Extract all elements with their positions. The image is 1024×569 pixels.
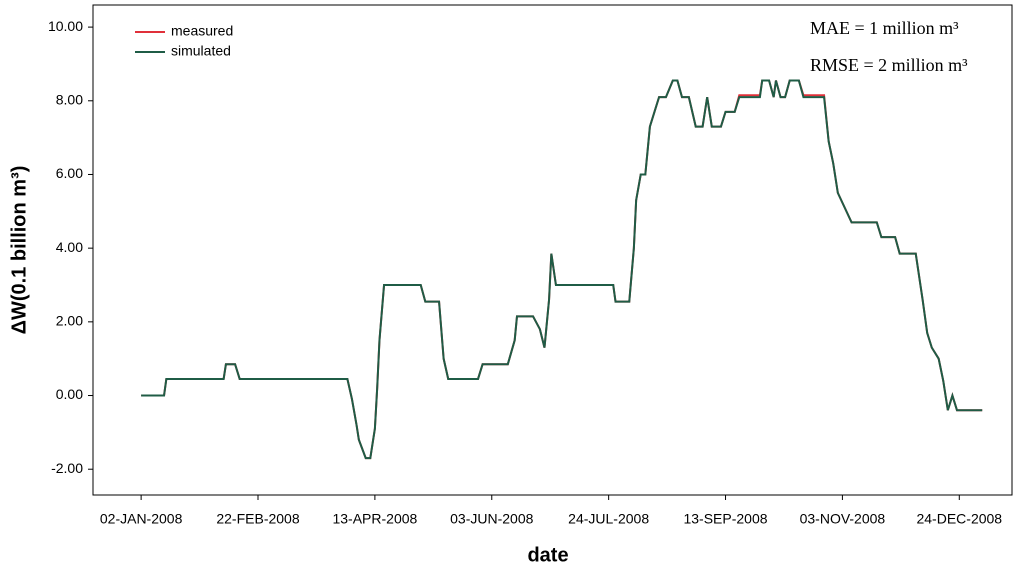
y-tick-label: 0.00 <box>56 386 83 402</box>
plot-frame <box>92 4 1013 496</box>
y-axis-label: ΔW(0.1 billion m³) <box>8 166 30 335</box>
x-tick-label: 03-NOV-2008 <box>800 511 886 527</box>
y-tick-label: 8.00 <box>56 91 83 107</box>
y-tick-label: 2.00 <box>56 313 83 329</box>
y-tick-label: 10.00 <box>48 18 83 34</box>
data-line <box>141 79 983 460</box>
x-tick-label: 24-DEC-2008 <box>916 511 1002 527</box>
x-tick-label: 13-APR-2008 <box>332 511 417 527</box>
x-axis-label: date <box>527 544 568 566</box>
annotation: MAE = 1 million m³ <box>810 18 959 38</box>
x-tick-label: 13-SEP-2008 <box>683 511 767 527</box>
y-tick-label: 6.00 <box>56 165 83 181</box>
y-tick-label: 4.00 <box>56 239 83 255</box>
legend-label: measured <box>171 23 233 39</box>
x-tick-label: 24-JUL-2008 <box>568 511 649 527</box>
annotation: RMSE = 2 million m³ <box>810 55 968 75</box>
x-tick-label: 02-JAN-2008 <box>100 511 183 527</box>
legend-label: simulated <box>171 43 231 59</box>
x-tick-label: 03-JUN-2008 <box>450 511 533 527</box>
y-tick-label: -2.00 <box>51 460 83 476</box>
x-tick-label: 22-FEB-2008 <box>216 511 299 527</box>
